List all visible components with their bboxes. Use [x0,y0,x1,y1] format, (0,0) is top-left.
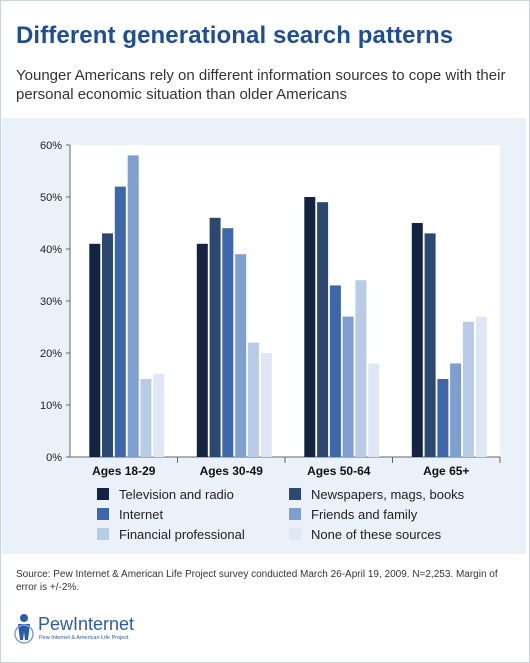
bar [247,342,259,457]
y-tick-label: 10% [40,400,62,412]
y-tick-label: 50% [40,192,62,204]
y-tick-label: 20% [40,348,62,360]
legend-swatch [289,528,301,540]
bar [127,155,139,457]
legend-swatch [97,508,109,520]
legend-item: Friends and family [289,505,417,523]
bar [424,233,436,457]
y-tick-label: 30% [40,296,62,308]
bar [196,243,208,457]
x-category-label: Ages 30-49 [200,464,264,478]
bar [411,223,423,457]
bar [209,217,221,457]
legend-swatch [289,488,301,500]
y-tick-label: 0% [46,452,62,464]
bar [437,379,449,457]
bar [355,280,367,457]
bar [475,316,487,457]
pew-logo-icon [14,614,34,644]
bar [368,363,380,457]
y-tick-label: 60% [40,140,62,152]
legend-label: Internet [119,506,164,522]
y-tick-label: 40% [40,244,62,256]
bar [317,202,329,457]
x-category-label: Age 65+ [423,464,469,478]
pew-internet-logo: PewInternet Pew Internet & American Life… [14,612,154,644]
legend-item: Financial professional [97,525,245,543]
bar [450,363,462,457]
bar [260,353,272,457]
logo-wordmark: PewInternet [38,614,135,634]
x-category-label: Ages 50-64 [307,464,371,478]
bar [102,233,113,457]
legend-label: Financial professional [119,526,245,542]
bar [235,254,247,457]
bar [342,316,354,457]
legend-label: None of these sources [311,526,442,542]
legend-swatch [97,528,109,540]
bar [304,197,316,457]
bar [222,228,234,457]
legend-swatch [289,508,301,520]
legend-item: Television and radio [97,485,234,503]
legend-label: Friends and family [311,506,418,522]
bar [329,285,341,457]
legend-item: None of these sources [289,525,441,543]
bar [462,321,474,457]
source-note: Source: Pew Internet & American Life Pro… [16,569,498,593]
bar [114,186,126,457]
logo-subtitle: Pew Internet & American Life Project [39,635,129,641]
bar [89,243,101,457]
legend-item: Newspapers, mags, books [289,485,464,503]
bar [153,373,165,457]
legend-label: Television and radio [119,486,234,502]
chart-title: Different generational search patterns [16,22,454,49]
chart-subtitle: Younger Americans rely on different info… [16,67,506,103]
x-category-label: Ages 18-29 [92,464,156,478]
legend-swatch [97,488,109,500]
legend-label: Newspapers, mags, books [311,486,465,502]
legend-item: Internet [97,505,163,523]
bar-chart: 0% 10% 20% 30% 40% 50% 60% Ages 18-29 Ages 30-49… [40,140,501,478]
bar [140,379,152,457]
